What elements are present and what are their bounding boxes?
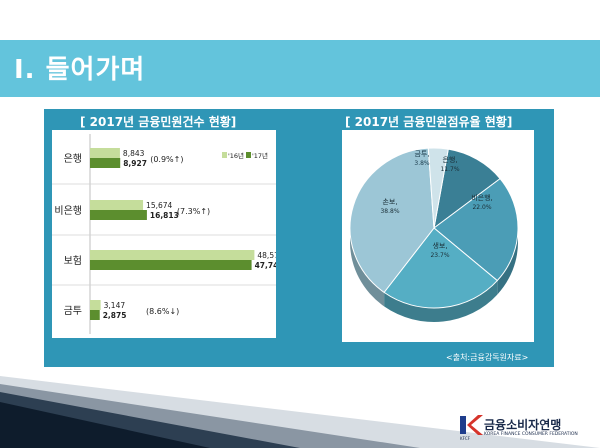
source-note: <출처:금융감독원자료> bbox=[446, 353, 529, 362]
pie-slice bbox=[427, 147, 449, 229]
pie-slice-value: 23.7% bbox=[430, 252, 449, 259]
category-label: 은행 bbox=[64, 153, 82, 165]
logo: KFCF 금융소비자연맹 KOREA FINANCE CONSUMER FEDE… bbox=[458, 414, 598, 444]
bar-2017 bbox=[90, 210, 147, 220]
bar-2017 bbox=[90, 158, 121, 168]
legend-swatch bbox=[222, 152, 227, 158]
legend-swatch bbox=[246, 152, 251, 158]
category-label: 금투 bbox=[64, 305, 82, 317]
pie-slice bbox=[433, 148, 501, 230]
pie-slice bbox=[349, 147, 435, 294]
bar-value-label: 2,875 bbox=[103, 311, 127, 320]
pie-chart: 은행, 11.7% 비은행, 22.0% 생보, 23.7% 손보, 38.8% 금투, 3.8% bbox=[349, 147, 519, 322]
logo-name: 금융소비자연맹 bbox=[484, 418, 562, 432]
legend-label: '16년 bbox=[228, 151, 244, 160]
bar-2016 bbox=[90, 300, 101, 310]
bar-chart-title: [ 2017년 금융민원건수 현황] bbox=[80, 115, 237, 129]
bar-value-label: 3,147 bbox=[104, 301, 126, 310]
logo-subtitle: KOREA FINANCE CONSUMER FEDERATION bbox=[484, 432, 578, 437]
pie-slice-label: 생보, bbox=[432, 241, 447, 250]
pie-slice-side bbox=[497, 228, 518, 295]
category-label: 비은행 bbox=[54, 205, 82, 217]
pie-slice-value: 11.7% bbox=[440, 166, 459, 173]
bar-2017 bbox=[90, 310, 100, 320]
bar-value-label: 16,813 bbox=[150, 211, 179, 220]
pie-slice-value: 3.8% bbox=[414, 160, 430, 167]
footer-decoration bbox=[0, 376, 600, 448]
slide-title: Ⅰ. 들어가며 bbox=[14, 55, 146, 85]
category-label: 보험 bbox=[64, 255, 82, 267]
bar-value-label: 8,927 bbox=[123, 159, 147, 168]
pie-chart-card: 은행, 11.7% 비은행, 22.0% 생보, 23.7% 손보, 38.8% 금투, 3.8% bbox=[342, 130, 534, 342]
bar-value-label: 8,843 bbox=[123, 149, 145, 158]
pie-slice bbox=[383, 227, 499, 309]
title-bar bbox=[0, 40, 600, 97]
change-annotation: (0.9%↑) bbox=[150, 155, 183, 164]
pie-slice-side bbox=[350, 228, 385, 307]
change-annotation: (7.3%↑) bbox=[177, 207, 210, 216]
bar-2016 bbox=[90, 200, 144, 210]
bar-value-label: 48,573 bbox=[257, 251, 276, 260]
bar-value-label: 15,674 bbox=[146, 201, 172, 210]
pie-slice bbox=[433, 177, 519, 282]
pie-slice-value: 22.0% bbox=[472, 204, 491, 211]
pie-slice-label: 손보, bbox=[382, 198, 397, 206]
kfcf-logo-icon bbox=[460, 415, 483, 435]
pie-slice-label: 은행, bbox=[442, 155, 457, 164]
bar-chart-card: 은행 8,843 8,927 (0.9%↑) 비은행 15,674 16,813 (7.3%↑… bbox=[52, 130, 318, 338]
bar-2016 bbox=[90, 250, 255, 260]
legend-label: '17년 bbox=[252, 151, 268, 160]
pie-slice-value: 38.8% bbox=[380, 208, 399, 215]
bar-value-label: 47,742 bbox=[255, 261, 276, 270]
bar-2016 bbox=[90, 148, 120, 158]
pie-chart-title: [ 2017년 금융민원점유율 현황] bbox=[345, 115, 513, 129]
logo-abbr: KFCF bbox=[460, 436, 471, 441]
bar-2017 bbox=[90, 260, 252, 270]
change-annotation: (8.6%↓) bbox=[146, 307, 179, 316]
pie-slice-side bbox=[384, 280, 498, 322]
pie-slice-label: 금투, bbox=[414, 150, 429, 158]
pie-slice-label: 비은행, bbox=[471, 193, 493, 202]
